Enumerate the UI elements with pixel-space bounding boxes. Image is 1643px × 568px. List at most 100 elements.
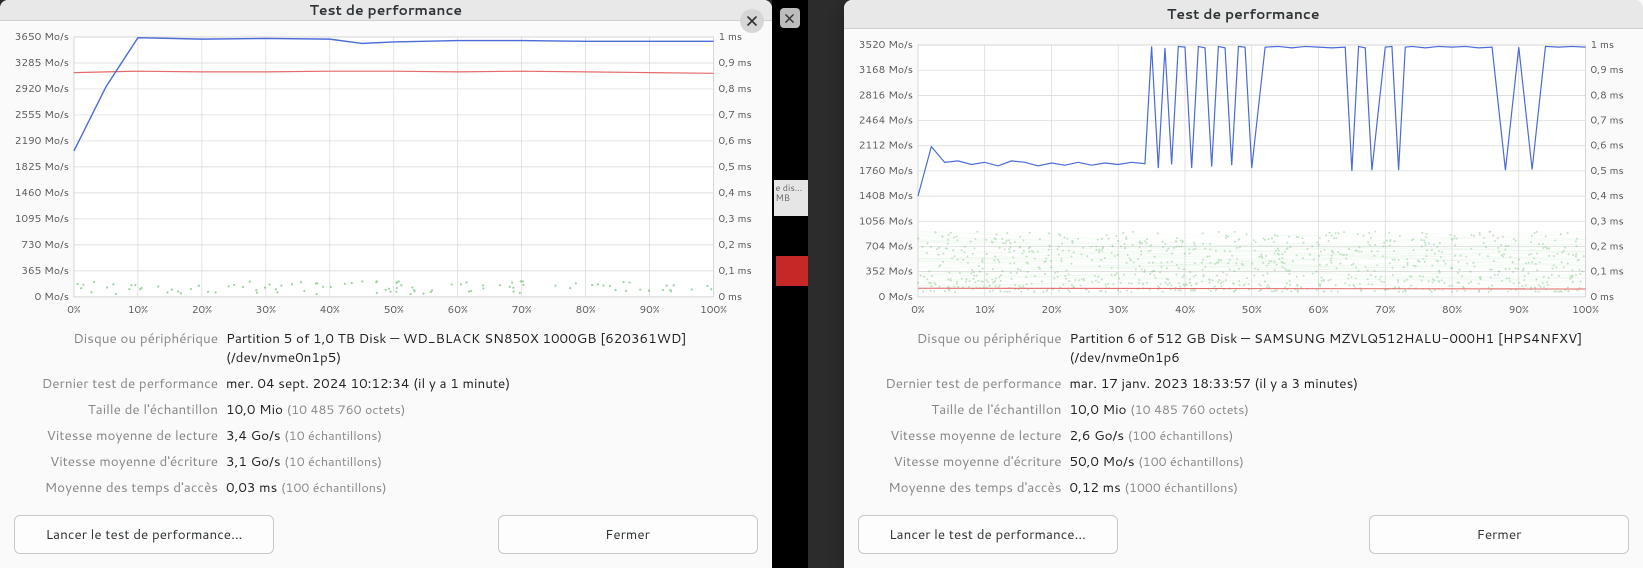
svg-text:2464 Mo/s: 2464 Mo/s [858,114,912,128]
svg-text:1095 Mo/s: 1095 Mo/s [15,212,69,226]
titlebar: Test de performance [0,0,772,21]
launch-benchmark-button[interactable]: Lancer le test de performance… [14,515,274,554]
value-access-time: 0,12 ms (1000 échantillons) [1070,478,1626,497]
svg-text:0,8 ms: 0,8 ms [719,82,752,96]
value-write-speed: 50,0 Mo/s (100 échantillons) [1070,452,1626,471]
dialog-title: Test de performance [1167,4,1320,24]
label-read-speed: Vitesse moyenne de lecture [862,426,1062,445]
svg-text:0%: 0% [67,303,81,317]
label-read-speed: Vitesse moyenne de lecture [18,426,218,445]
svg-text:80%: 80% [1441,303,1461,317]
svg-text:100%: 100% [1572,303,1599,317]
svg-text:2112 Mo/s: 2112 Mo/s [858,139,912,153]
svg-text:0 Mo/s: 0 Mo/s [878,290,912,304]
label-last-bench: Dernier test de performance [862,374,1062,393]
launch-benchmark-button[interactable]: Lancer le test de performance… [858,515,1118,554]
svg-text:0,4 ms: 0,4 ms [1590,189,1623,203]
value-last-bench: mer. 04 sept. 2024 10:12:34 (il y a 1 mi… [226,374,754,393]
svg-text:80%: 80% [576,303,596,317]
svg-text:2555 Mo/s: 2555 Mo/s [15,108,69,122]
benchmark-chart: 0%0 Mo/s 0 ms 10% 365 Mo/s 0,1 ms 20% 730 Mo/s… [12,31,760,319]
svg-text:0 ms: 0 ms [719,290,743,304]
close-icon[interactable] [740,9,764,33]
svg-text:1 ms: 1 ms [719,31,743,44]
svg-text:60%: 60% [448,303,468,317]
svg-text:0,2 ms: 0,2 ms [1590,240,1623,254]
svg-text:1 ms: 1 ms [1590,39,1614,52]
svg-text:2816 Mo/s: 2816 Mo/s [858,89,912,103]
value-sample-size: 10,0 Mio (10 485 760 octets) [226,400,754,419]
svg-text:1825 Mo/s: 1825 Mo/s [15,160,69,174]
label-disk: Disque ou périphérique [18,329,218,367]
info-grid: Disque ou périphérique Partition 6 of 51… [844,321,1643,509]
svg-text:0%: 0% [911,303,925,317]
svg-text:0,6 ms: 0,6 ms [1590,139,1623,153]
svg-text:30%: 30% [1108,303,1128,317]
svg-text:0,6 ms: 0,6 ms [719,134,752,148]
svg-text:3168 Mo/s: 3168 Mo/s [858,63,912,77]
label-sample-size: Taille de l'échantillon [862,400,1062,419]
benchmark-dialog-left: Test de performance 0%0 Mo/s 0 ms 10% 365 M… [0,0,772,568]
svg-text:0,4 ms: 0,4 ms [719,186,752,200]
svg-text:0,8 ms: 0,8 ms [1590,89,1623,103]
svg-text:0,1 ms: 0,1 ms [719,264,752,278]
label-disk: Disque ou périphérique [862,329,1062,367]
svg-text:0 ms: 0 ms [1590,290,1614,304]
svg-text:0,5 ms: 0,5 ms [1590,164,1623,178]
label-sample-size: Taille de l'échantillon [18,400,218,419]
svg-text:10%: 10% [128,303,148,317]
label-access-time: Moyenne des temps d'accès [18,478,218,497]
svg-text:1760 Mo/s: 1760 Mo/s [858,164,912,178]
svg-text:50%: 50% [1241,303,1261,317]
svg-text:40%: 40% [320,303,340,317]
value-read-speed: 3,4 Go/s (10 échantillons) [226,426,754,445]
svg-text:3520 Mo/s: 3520 Mo/s [858,39,912,52]
svg-text:70%: 70% [1375,303,1395,317]
value-disk: Partition 5 of 1,0 TB Disk — WD_BLACK SN… [226,329,754,367]
svg-text:0,9 ms: 0,9 ms [719,56,752,70]
benchmark-chart: 0%0 Mo/s0 ms10%352 Mo/s0,1 ms20%704 Mo/s… [856,39,1632,319]
titlebar: Test de performance [844,0,1643,29]
svg-text:704 Mo/s: 704 Mo/s [865,240,913,254]
svg-text:0,2 ms: 0,2 ms [719,238,752,252]
svg-text:90%: 90% [640,303,660,317]
svg-text:1460 Mo/s: 1460 Mo/s [15,186,69,200]
svg-text:50%: 50% [384,303,404,317]
svg-text:20%: 20% [192,303,212,317]
svg-text:0 Mo/s: 0 Mo/s [35,290,69,304]
value-sample-size: 10,0 Mio (10 485 760 octets) [1070,400,1626,419]
background-gap: e dis… MB [772,0,808,568]
background-fragment: e dis… MB [774,180,808,216]
label-access-time: Moyenne des temps d'accès [862,478,1062,497]
value-read-speed: 2,6 Go/s (100 échantillons) [1070,426,1626,445]
svg-text:0,7 ms: 0,7 ms [719,108,752,122]
svg-text:0,7 ms: 0,7 ms [1590,114,1623,128]
background-close-icon[interactable] [780,8,800,28]
svg-text:3650 Mo/s: 3650 Mo/s [15,31,69,44]
button-row: Lancer le test de performance… Fermer [0,509,772,568]
svg-text:100%: 100% [700,303,727,317]
close-button[interactable]: Fermer [1369,515,1629,554]
svg-text:3285 Mo/s: 3285 Mo/s [15,56,69,70]
label-write-speed: Vitesse moyenne d'écriture [18,452,218,471]
value-access-time: 0,03 ms (100 échantillons) [226,478,754,497]
svg-text:1408 Mo/s: 1408 Mo/s [858,189,912,203]
svg-text:730 Mo/s: 730 Mo/s [21,238,69,252]
svg-text:2190 Mo/s: 2190 Mo/s [15,134,69,148]
svg-text:40%: 40% [1174,303,1194,317]
svg-text:2920 Mo/s: 2920 Mo/s [15,82,69,96]
label-write-speed: Vitesse moyenne d'écriture [862,452,1062,471]
svg-text:20%: 20% [1041,303,1061,317]
svg-text:90%: 90% [1508,303,1528,317]
info-grid: Disque ou périphérique Partition 5 of 1,… [0,321,772,509]
close-button[interactable]: Fermer [498,515,758,554]
label-last-bench: Dernier test de performance [18,374,218,393]
benchmark-dialog-right: Test de performance 0%0 Mo/s0 ms10%352 M… [844,0,1643,568]
svg-text:365 Mo/s: 365 Mo/s [21,264,69,278]
dialog-title: Test de performance [309,0,462,20]
svg-text:0,3 ms: 0,3 ms [719,212,752,226]
svg-text:60%: 60% [1308,303,1328,317]
value-write-speed: 3,1 Go/s (10 échantillons) [226,452,754,471]
value-last-bench: mar. 17 janv. 2023 18:33:57 (il y a 3 mi… [1070,374,1626,393]
svg-text:0,3 ms: 0,3 ms [1590,214,1623,228]
